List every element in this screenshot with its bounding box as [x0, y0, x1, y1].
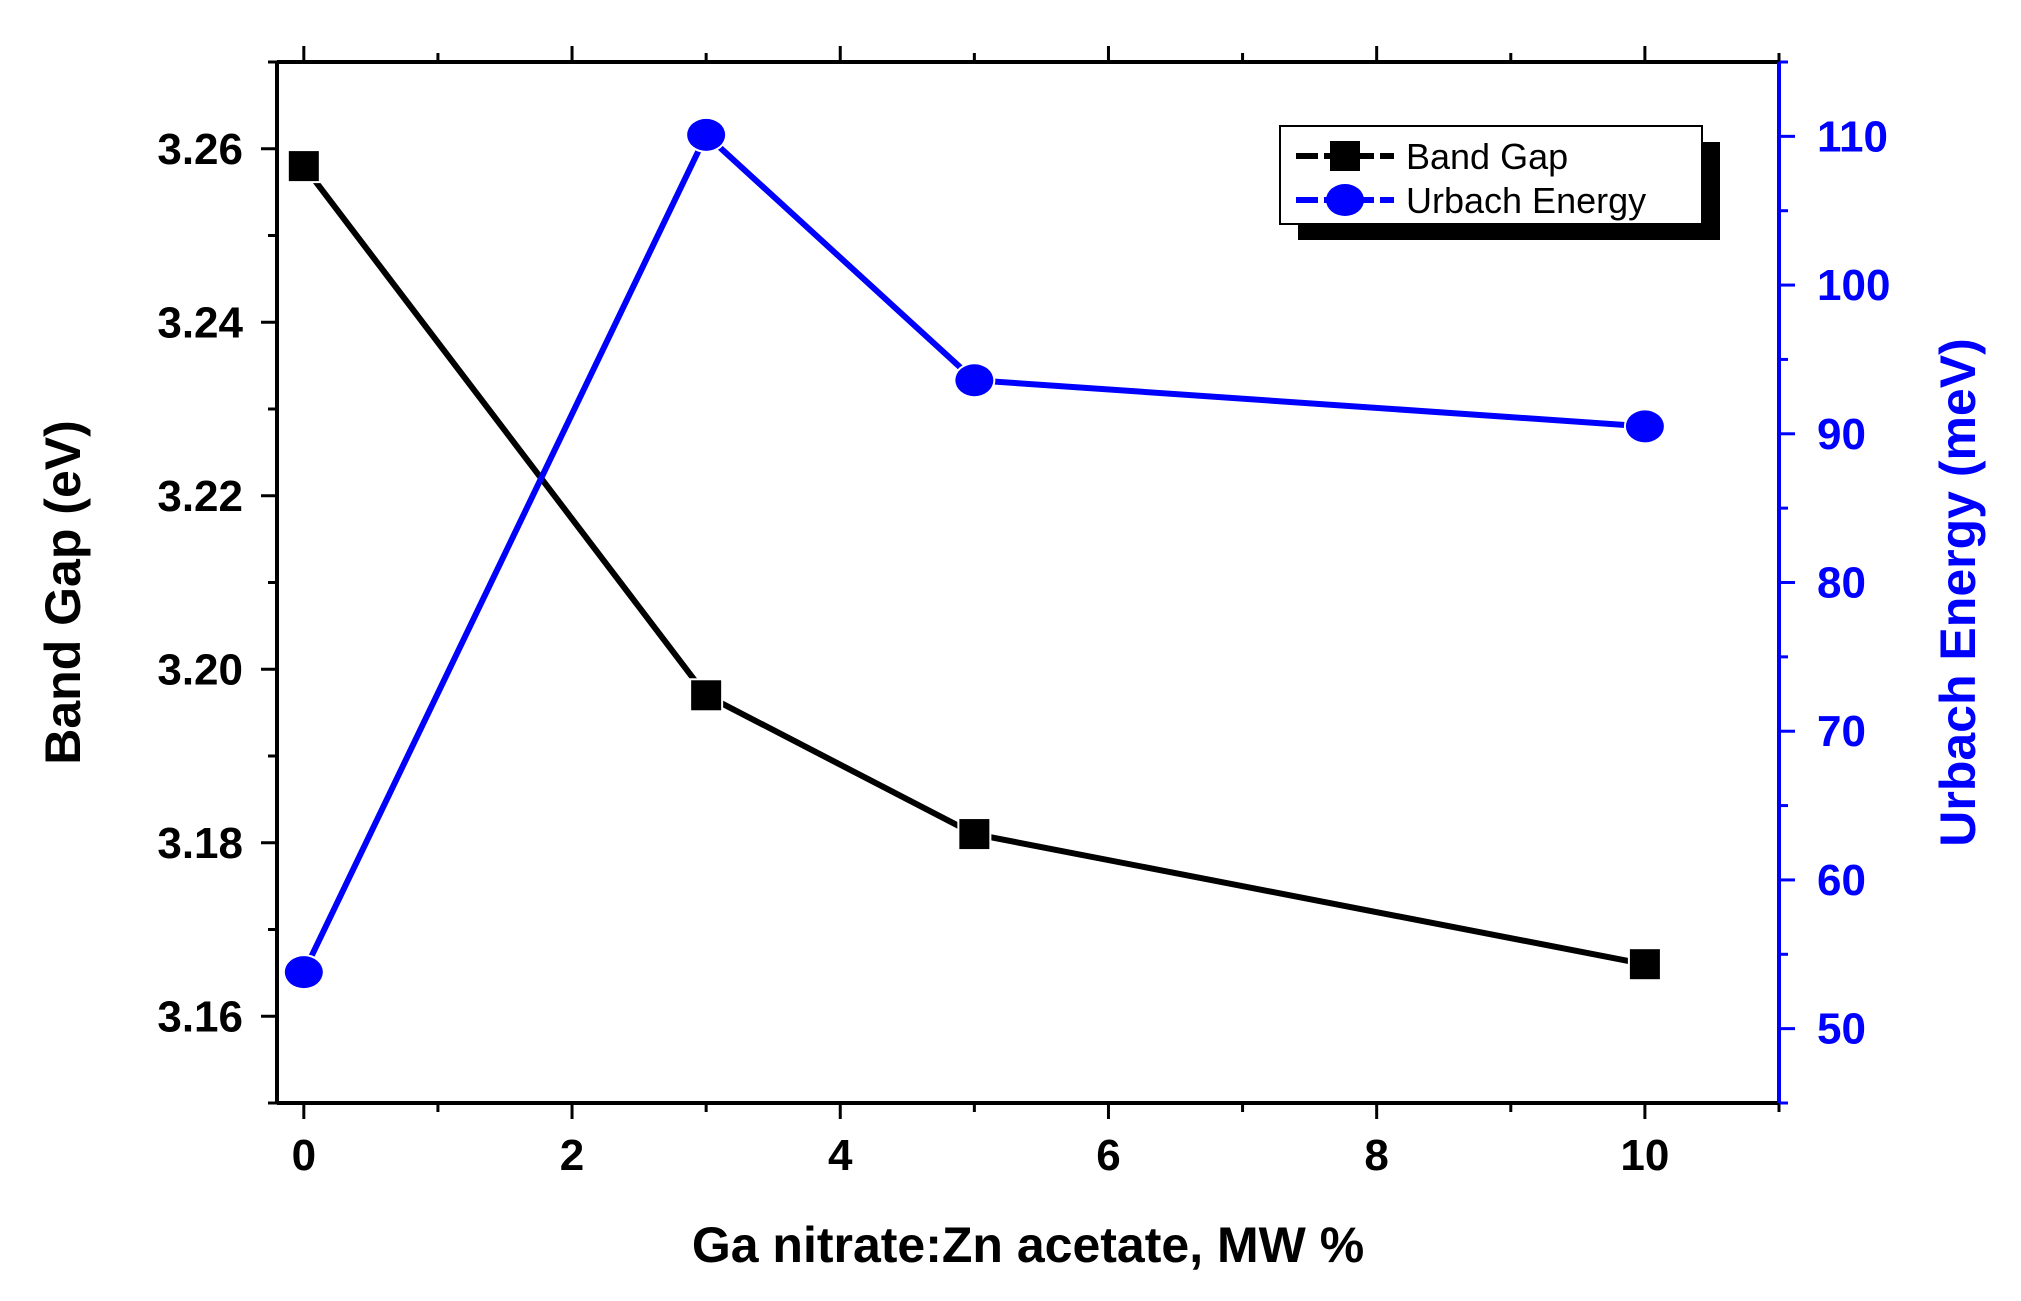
left-y-tick-label: 3.18 [157, 819, 243, 868]
x-tick-label: 4 [828, 1131, 853, 1180]
right-y-tick-label: 80 [1817, 559, 1866, 608]
right-y-tick-label: 60 [1817, 856, 1866, 905]
right-y-tick-label: 50 [1817, 1005, 1866, 1054]
data-point-band-gap [689, 678, 724, 713]
series-band-gap [286, 149, 1662, 982]
x-tick-label: 2 [560, 1131, 584, 1180]
right-y-axis-title: Urbach Energy (meV) [1930, 338, 1986, 846]
right-y-tick-label: 70 [1817, 707, 1866, 756]
series-layer [282, 116, 1666, 991]
ticks: 0 2 4 6 8 10 3.16 3.18 3.20 3.22 3.24 3.26 50 60 70 80 9… [157, 46, 1890, 1180]
legend: Band Gap Urbach Energy [1279, 125, 1720, 240]
data-point-band-gap [1627, 947, 1662, 982]
series-urbach-energy [282, 116, 1666, 991]
x-tick-label: 10 [1620, 1131, 1669, 1180]
legend-marker-band-gap [1330, 141, 1360, 171]
legend-label-urbach-energy: Urbach Energy [1406, 180, 1646, 221]
data-point-urbach-energy [685, 116, 728, 153]
data-point-band-gap [286, 149, 321, 184]
right-y-tick-label: 90 [1817, 410, 1866, 459]
x-tick-label: 0 [292, 1131, 316, 1180]
x-tick-label: 6 [1096, 1131, 1120, 1180]
left-y-tick-label: 3.24 [157, 298, 243, 347]
data-point-urbach-energy [1623, 408, 1666, 445]
legend-label-band-gap: Band Gap [1406, 136, 1568, 177]
data-point-urbach-energy [282, 954, 325, 991]
series-line-band-gap [301, 164, 1646, 968]
x-tick-label: 8 [1364, 1131, 1388, 1180]
right-y-tick-label: 110 [1817, 112, 1888, 161]
left-y-tick-label: 3.16 [157, 992, 243, 1041]
data-point-urbach-energy [953, 362, 996, 399]
data-point-band-gap [957, 817, 992, 852]
left-y-tick-label: 3.20 [157, 645, 243, 694]
left-y-axis-title: Band Gap (eV) [35, 420, 91, 764]
right-y-tick-label: 100 [1817, 261, 1890, 310]
x-axis-title: Ga nitrate:Zn acetate, MW % [692, 1217, 1364, 1273]
series-line-urbach-energy [301, 131, 1646, 974]
legend-marker-urbach-energy [1326, 184, 1364, 216]
left-y-tick-label: 3.22 [157, 472, 243, 521]
left-y-tick-label: 3.26 [157, 125, 243, 174]
